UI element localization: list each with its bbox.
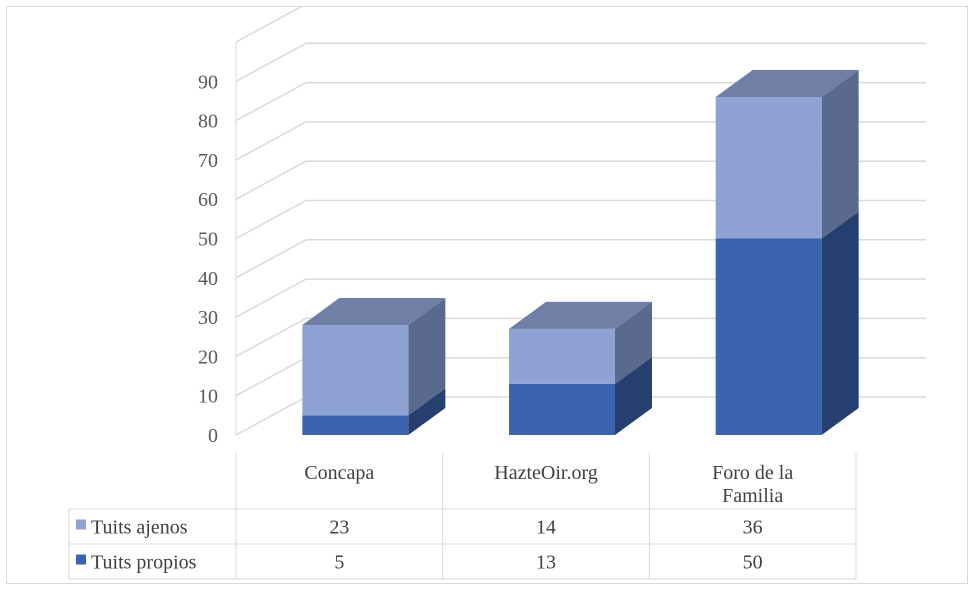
x-tick-label: Foro de la — [712, 462, 793, 484]
bar — [302, 415, 409, 435]
gridline-wall-80 — [235, 81, 307, 122]
data-table-value: 13 — [536, 552, 556, 574]
gridline-wall-50 — [235, 199, 307, 240]
bar-top — [302, 297, 446, 325]
bar — [302, 324, 409, 416]
data-table-value: 23 — [329, 517, 349, 539]
legend-label: Tuits ajenos — [91, 517, 188, 539]
y-tick-label: 90 — [198, 71, 218, 93]
gridline-wall-40 — [235, 239, 307, 279]
bar-side — [821, 70, 859, 239]
x-tick-label: HazteOir.org — [494, 462, 598, 484]
bar-top — [715, 70, 859, 98]
y-tick-label: 40 — [198, 268, 218, 290]
legend-swatch — [76, 554, 86, 565]
gridline-wall-60 — [235, 160, 307, 200]
gridline-wall-90 — [235, 42, 307, 82]
chart: 0 10 20 30 40 50 60 70 80 90 Concapa HazteOir.org Fo… — [68, 7, 926, 580]
data-table-value: 50 — [743, 552, 763, 574]
bar-side — [408, 297, 446, 416]
bar-side — [615, 356, 652, 435]
bar-side — [615, 301, 652, 384]
x-tick-label: Familia — [722, 485, 783, 507]
x-tick-label: Concapa — [304, 462, 374, 484]
legend-swatch — [76, 519, 86, 530]
y-tick-label: 60 — [198, 189, 218, 211]
bar — [509, 383, 615, 435]
bar — [715, 97, 822, 239]
y-tick-label: 10 — [198, 386, 218, 408]
y-tick-label: 70 — [198, 150, 218, 172]
gridline-wall-0 — [235, 396, 307, 436]
data-table-value: 14 — [536, 517, 556, 539]
gridline-wall-100 — [235, 7, 303, 43]
bar-side — [821, 211, 859, 435]
gridline-wall-30 — [235, 278, 307, 318]
gridline-wall-10 — [235, 357, 307, 397]
y-tick-label: 80 — [198, 111, 218, 133]
y-tick-label: 20 — [198, 346, 218, 368]
data-table-value: 36 — [743, 517, 763, 539]
y-tick-label: 30 — [198, 307, 218, 329]
gridline-wall-70 — [235, 121, 307, 161]
data-table-value: 5 — [334, 552, 344, 574]
gridline-wall-20 — [235, 317, 307, 358]
chart-frame: 0 10 20 30 40 50 60 70 80 90 Concapa HazteOir.org Fo… — [6, 6, 968, 584]
bar-top — [509, 301, 652, 329]
y-tick-label: 0 — [208, 425, 218, 447]
y-tick-label: 50 — [198, 229, 218, 251]
legend-label: Tuits propios — [91, 552, 197, 574]
bar — [715, 238, 822, 435]
bar — [509, 328, 615, 384]
bar-side — [408, 388, 446, 435]
